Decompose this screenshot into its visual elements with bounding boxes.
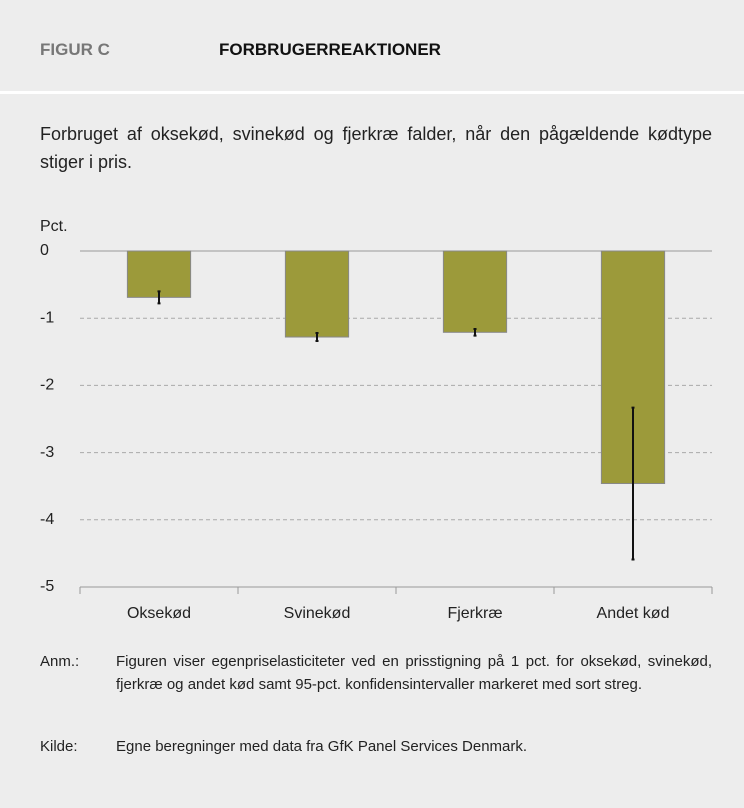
chart: Pct. -5 -4 -3 -2 -1 0 Oksekød Svinekød Fjerkræ An… <box>40 218 713 622</box>
note-text: Figuren viser egenpriselasticiteter ved … <box>116 653 712 693</box>
source-key: Kilde: <box>40 738 78 755</box>
bar <box>126 250 192 298</box>
subtitle: Forbruget af oksekød, svinekød og fjerkr… <box>40 124 712 172</box>
y-axis-label: Pct. <box>40 218 68 235</box>
y-tick-label: -1 <box>40 309 54 326</box>
figure-label: FIGUR C <box>40 40 110 59</box>
note-key: Anm.: <box>40 653 80 670</box>
bar <box>284 250 350 338</box>
x-tick-label: Andet kød <box>597 605 670 622</box>
y-tick-label: -2 <box>40 377 54 394</box>
separator <box>0 91 744 94</box>
error-bar <box>473 327 477 337</box>
y-tick-label: -3 <box>40 444 54 461</box>
bar <box>442 250 508 333</box>
x-tick-label: Fjerkræ <box>447 605 502 622</box>
x-tick-label: Svinekød <box>284 605 351 622</box>
note: Anm.: Figuren viser egenpriselasticitete… <box>40 650 712 696</box>
error-bar <box>315 331 319 343</box>
figure-title: FORBRUGERREAKTIONER <box>219 40 441 59</box>
y-tick-label: -5 <box>40 578 54 595</box>
error-bar <box>157 290 161 305</box>
x-tick-label: Oksekød <box>127 605 191 622</box>
y-tick-label: 0 <box>40 242 49 259</box>
y-tick-label: -4 <box>40 511 54 528</box>
error-bar <box>631 406 635 561</box>
source-text: Egne beregninger med data fra GfK Panel … <box>116 738 528 755</box>
source: Kilde: Egne beregninger med data fra GfK… <box>40 735 712 758</box>
